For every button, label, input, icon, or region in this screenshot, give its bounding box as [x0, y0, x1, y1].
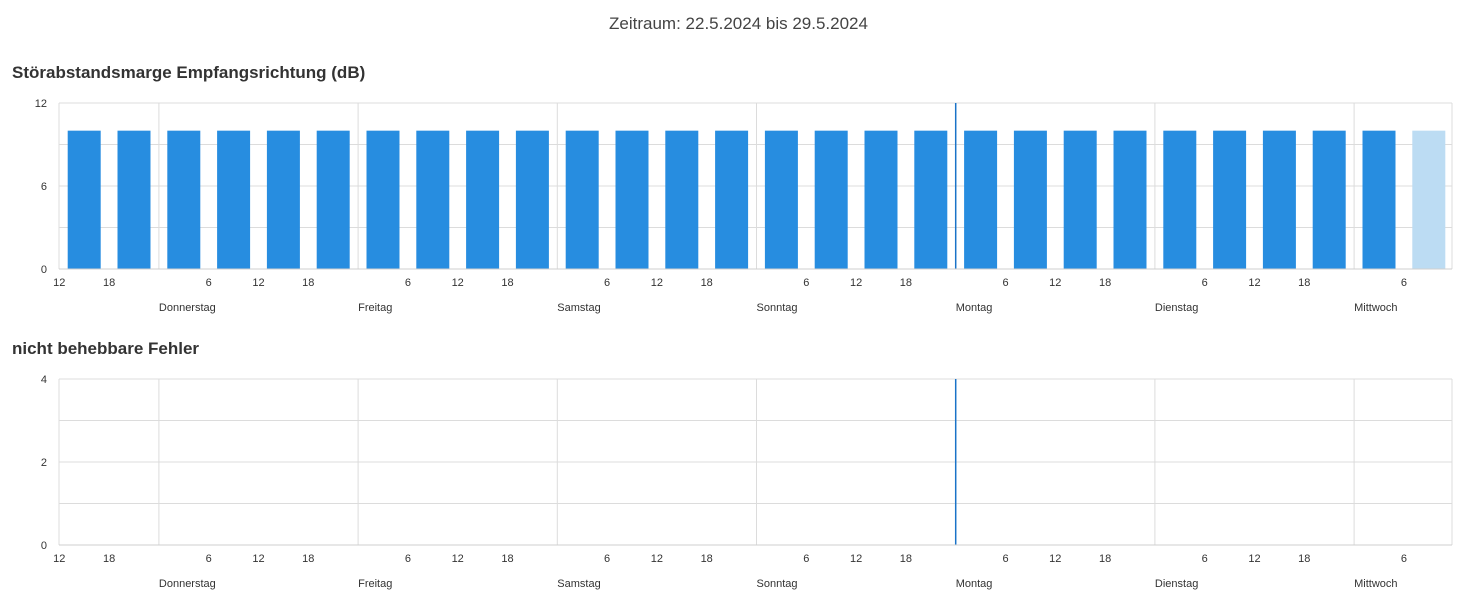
x-tick-label: 12 [53, 277, 65, 289]
y-tick-label: 12 [35, 98, 47, 110]
x-tick-label: 18 [501, 553, 513, 565]
day-label: Montag [956, 578, 993, 590]
bar [1362, 130, 1396, 269]
bar [167, 130, 201, 269]
bar [615, 130, 649, 269]
bar [1213, 130, 1247, 269]
x-tick-label: 12 [452, 553, 464, 565]
x-tick-label: 12 [1248, 277, 1260, 289]
x-tick-label: 12 [252, 277, 264, 289]
day-label: Freitag [358, 578, 392, 590]
bar [1063, 130, 1097, 269]
bar [964, 130, 998, 269]
bar [565, 130, 599, 269]
bar [316, 130, 350, 269]
x-tick-label: 12 [850, 553, 862, 565]
snr-margin-chart: 0 6 12 12 18 6 12 18 6 12 18 6 12 18 6 12 18 6 12 18 6 12 18 6 D… [35, 98, 1453, 314]
day-label: Donnerstag [159, 302, 216, 314]
uncorrectable-errors-chart: 0 2 4 12 18 6 12 18 6 12 18 6 12 18 6 12 18 6 12 18 6 12 18 6 Do… [41, 374, 1453, 590]
x-tick-label: 12 [850, 277, 862, 289]
bar [665, 130, 699, 269]
x-tick-label: 18 [103, 553, 115, 565]
bar [1312, 130, 1346, 269]
bar [416, 130, 450, 269]
chart-title-snr-margin: Störabstandsmarge Empfangsrichtung (dB) [12, 63, 366, 82]
x-tick-label: 18 [501, 277, 513, 289]
day-label: Dienstag [1155, 578, 1198, 590]
bar [1412, 130, 1446, 269]
x-tick-label: 6 [206, 277, 212, 289]
x-tick-label: 18 [1298, 277, 1310, 289]
bar [1163, 130, 1197, 269]
x-tick-label: 6 [1401, 553, 1407, 565]
x-tick-label: 18 [302, 553, 314, 565]
y-tick-label: 0 [41, 264, 47, 276]
day-label: Samstag [557, 302, 600, 314]
x-tick-label: 18 [1099, 277, 1111, 289]
bar [1113, 130, 1147, 269]
bar [366, 130, 400, 269]
x-tick-label: 12 [252, 553, 264, 565]
x-tick-label: 18 [1099, 553, 1111, 565]
bar [117, 130, 151, 269]
day-label: Sonntag [757, 578, 798, 590]
bar [67, 130, 101, 269]
x-tick-label: 12 [1248, 553, 1260, 565]
bar [266, 130, 300, 269]
x-tick-label: 12 [452, 277, 464, 289]
x-tick-label: 6 [1202, 553, 1208, 565]
bar [217, 130, 251, 269]
day-label: Dienstag [1155, 302, 1198, 314]
bar [814, 130, 848, 269]
bar [864, 130, 898, 269]
y-tick-label: 6 [41, 181, 47, 193]
y-tick-label: 4 [41, 374, 47, 386]
bar [715, 130, 749, 269]
x-tick-label: 18 [900, 277, 912, 289]
bar [914, 130, 948, 269]
x-tick-label: 18 [302, 277, 314, 289]
x-tick-label: 6 [803, 277, 809, 289]
x-tick-label: 6 [604, 277, 610, 289]
bar [1262, 130, 1296, 269]
x-tick-label: 6 [1401, 277, 1407, 289]
day-label: Sonntag [757, 302, 798, 314]
y-tick-label: 2 [41, 457, 47, 469]
x-tick-label: 6 [405, 553, 411, 565]
bar [764, 130, 798, 269]
x-tick-label: 12 [651, 277, 663, 289]
x-tick-label: 12 [53, 553, 65, 565]
x-tick-label: 6 [1002, 553, 1008, 565]
x-tick-label: 18 [701, 277, 713, 289]
day-label: Mittwoch [1354, 578, 1397, 590]
x-tick-label: 18 [103, 277, 115, 289]
x-tick-label: 6 [803, 553, 809, 565]
chart-title-uncorrectable-errors: nicht behebbare Fehler [12, 339, 200, 358]
day-label: Mittwoch [1354, 302, 1397, 314]
x-tick-label: 18 [1298, 553, 1310, 565]
x-tick-label: 12 [1049, 553, 1061, 565]
x-tick-label: 6 [206, 553, 212, 565]
day-label: Samstag [557, 578, 600, 590]
x-tick-label: 6 [1002, 277, 1008, 289]
x-tick-label: 12 [651, 553, 663, 565]
x-tick-label: 18 [701, 553, 713, 565]
day-label: Montag [956, 302, 993, 314]
period-label: Zeitraum: 22.5.2024 bis 29.5.2024 [609, 14, 868, 33]
day-label: Freitag [358, 302, 392, 314]
bar [466, 130, 500, 269]
x-tick-label: 6 [604, 553, 610, 565]
x-tick-label: 6 [1202, 277, 1208, 289]
day-label: Donnerstag [159, 578, 216, 590]
x-tick-label: 6 [405, 277, 411, 289]
bar [1013, 130, 1047, 269]
y-tick-label: 0 [41, 540, 47, 552]
x-tick-label: 12 [1049, 277, 1061, 289]
x-tick-label: 18 [900, 553, 912, 565]
bar [515, 130, 549, 269]
